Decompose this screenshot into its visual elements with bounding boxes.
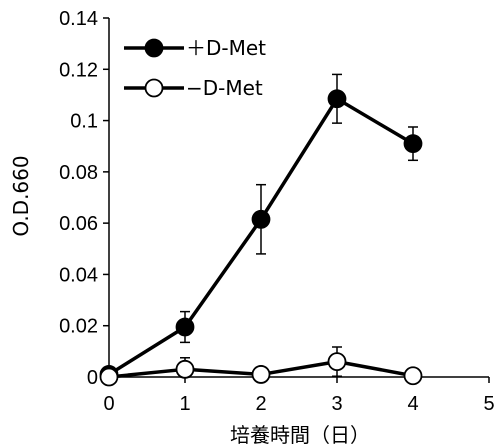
y-tick-label: 0.14 — [59, 8, 98, 30]
legend: ＋D-Met −D-Met — [124, 36, 266, 100]
data-point — [403, 134, 423, 154]
x-tick-label: 0 — [103, 393, 114, 415]
x-axis-ticks: 0 1 2 3 4 5 — [103, 377, 495, 415]
x-tick-label: 1 — [179, 393, 190, 415]
data-point — [251, 365, 271, 384]
y-tick-label: 0.1 — [70, 111, 98, 133]
x-tick-label: 5 — [483, 393, 494, 415]
legend-item-1: ＋D-Met — [124, 36, 266, 60]
data-point — [175, 359, 195, 379]
y-axis-title: O.D.660 — [9, 155, 33, 236]
y-axis-ticks: 0 0.02 0.04 0.06 0.08 0.1 0.12 0.14 — [59, 8, 109, 389]
data-point — [327, 352, 347, 372]
y-tick-label: 0.02 — [59, 316, 98, 338]
data-point — [327, 89, 347, 109]
legend-label: −D-Met — [186, 76, 263, 100]
data-point — [175, 317, 195, 337]
data-point — [251, 209, 271, 229]
legend-label: ＋D-Met — [186, 36, 266, 60]
x-axis-title: 培養時間（日） — [230, 423, 370, 447]
series-2 — [99, 346, 423, 387]
legend-marker — [144, 78, 164, 98]
legend-item-2: −D-Met — [124, 76, 263, 100]
series-layer — [99, 73, 423, 387]
data-point — [403, 366, 423, 386]
y-tick-label: 0 — [87, 367, 98, 389]
x-tick-label: 2 — [255, 393, 266, 415]
y-tick-label: 0.04 — [59, 264, 98, 286]
y-tick-label: 0.06 — [59, 213, 98, 235]
legend-marker — [144, 38, 164, 58]
series-1 — [99, 73, 423, 384]
x-tick-label: 3 — [331, 393, 342, 415]
x-tick-label: 4 — [407, 393, 418, 415]
y-tick-label: 0.08 — [59, 162, 98, 184]
data-point — [99, 367, 119, 387]
y-tick-label: 0.12 — [59, 59, 98, 81]
